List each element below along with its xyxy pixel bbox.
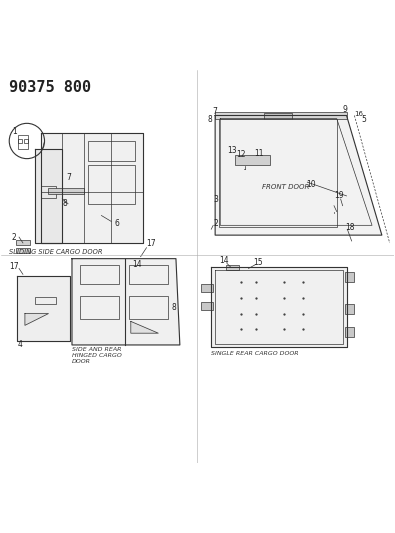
Bar: [88, 141, 135, 160]
Bar: [201, 284, 213, 292]
Polygon shape: [131, 321, 158, 333]
Text: 8: 8: [208, 115, 213, 124]
Text: 11: 11: [254, 149, 264, 158]
Bar: [88, 165, 135, 204]
Text: SINGLE REAR CARGO DOOR: SINGLE REAR CARGO DOOR: [211, 351, 299, 356]
Text: SLIDING SIDE CARGO DOOR: SLIDING SIDE CARGO DOOR: [9, 249, 103, 255]
Text: 1: 1: [12, 127, 17, 136]
Bar: [49, 189, 84, 194]
Bar: [18, 139, 22, 143]
Bar: [35, 297, 56, 304]
Text: 5: 5: [362, 115, 367, 124]
Bar: [215, 112, 346, 119]
Bar: [16, 248, 30, 253]
Bar: [235, 155, 270, 165]
Text: 14: 14: [132, 260, 141, 269]
Text: SIDE AND REAR
HINGED CARGO
DOOR: SIDE AND REAR HINGED CARGO DOOR: [72, 347, 122, 364]
Bar: [264, 113, 292, 119]
Text: 3: 3: [214, 195, 219, 204]
Bar: [344, 327, 354, 337]
Bar: [219, 119, 337, 227]
Bar: [18, 135, 28, 149]
Text: 13: 13: [227, 146, 237, 155]
Text: 7: 7: [213, 107, 218, 116]
Text: 8: 8: [62, 199, 67, 208]
Polygon shape: [41, 133, 143, 243]
Text: 2: 2: [214, 219, 219, 228]
Bar: [129, 296, 168, 319]
Bar: [344, 272, 354, 282]
Bar: [344, 304, 354, 313]
Bar: [41, 186, 56, 198]
Text: 10: 10: [307, 180, 316, 189]
Polygon shape: [72, 259, 180, 345]
Polygon shape: [35, 149, 62, 243]
Text: 90375 800: 90375 800: [9, 80, 91, 95]
Text: 17: 17: [9, 262, 19, 271]
Polygon shape: [215, 116, 382, 235]
Text: 15: 15: [254, 258, 263, 267]
Polygon shape: [211, 266, 346, 347]
Polygon shape: [25, 313, 49, 325]
Bar: [80, 264, 119, 284]
Text: 8: 8: [171, 303, 176, 312]
Bar: [24, 139, 28, 143]
Bar: [80, 296, 119, 319]
Text: 14: 14: [219, 256, 229, 265]
Text: 2: 2: [11, 232, 16, 241]
Text: 16: 16: [354, 110, 363, 117]
Text: 18: 18: [345, 223, 354, 232]
Text: 17: 17: [147, 239, 156, 248]
Text: 6: 6: [115, 219, 120, 228]
Text: 4: 4: [18, 341, 23, 350]
Text: 9: 9: [342, 105, 347, 114]
Bar: [201, 302, 213, 310]
Text: 12: 12: [237, 150, 246, 159]
Bar: [129, 264, 168, 284]
Text: 7: 7: [66, 173, 71, 182]
Polygon shape: [17, 276, 70, 341]
Text: FRONT DOOR: FRONT DOOR: [262, 184, 310, 190]
Bar: [226, 265, 239, 270]
Text: 19: 19: [335, 191, 344, 200]
Bar: [16, 240, 30, 245]
